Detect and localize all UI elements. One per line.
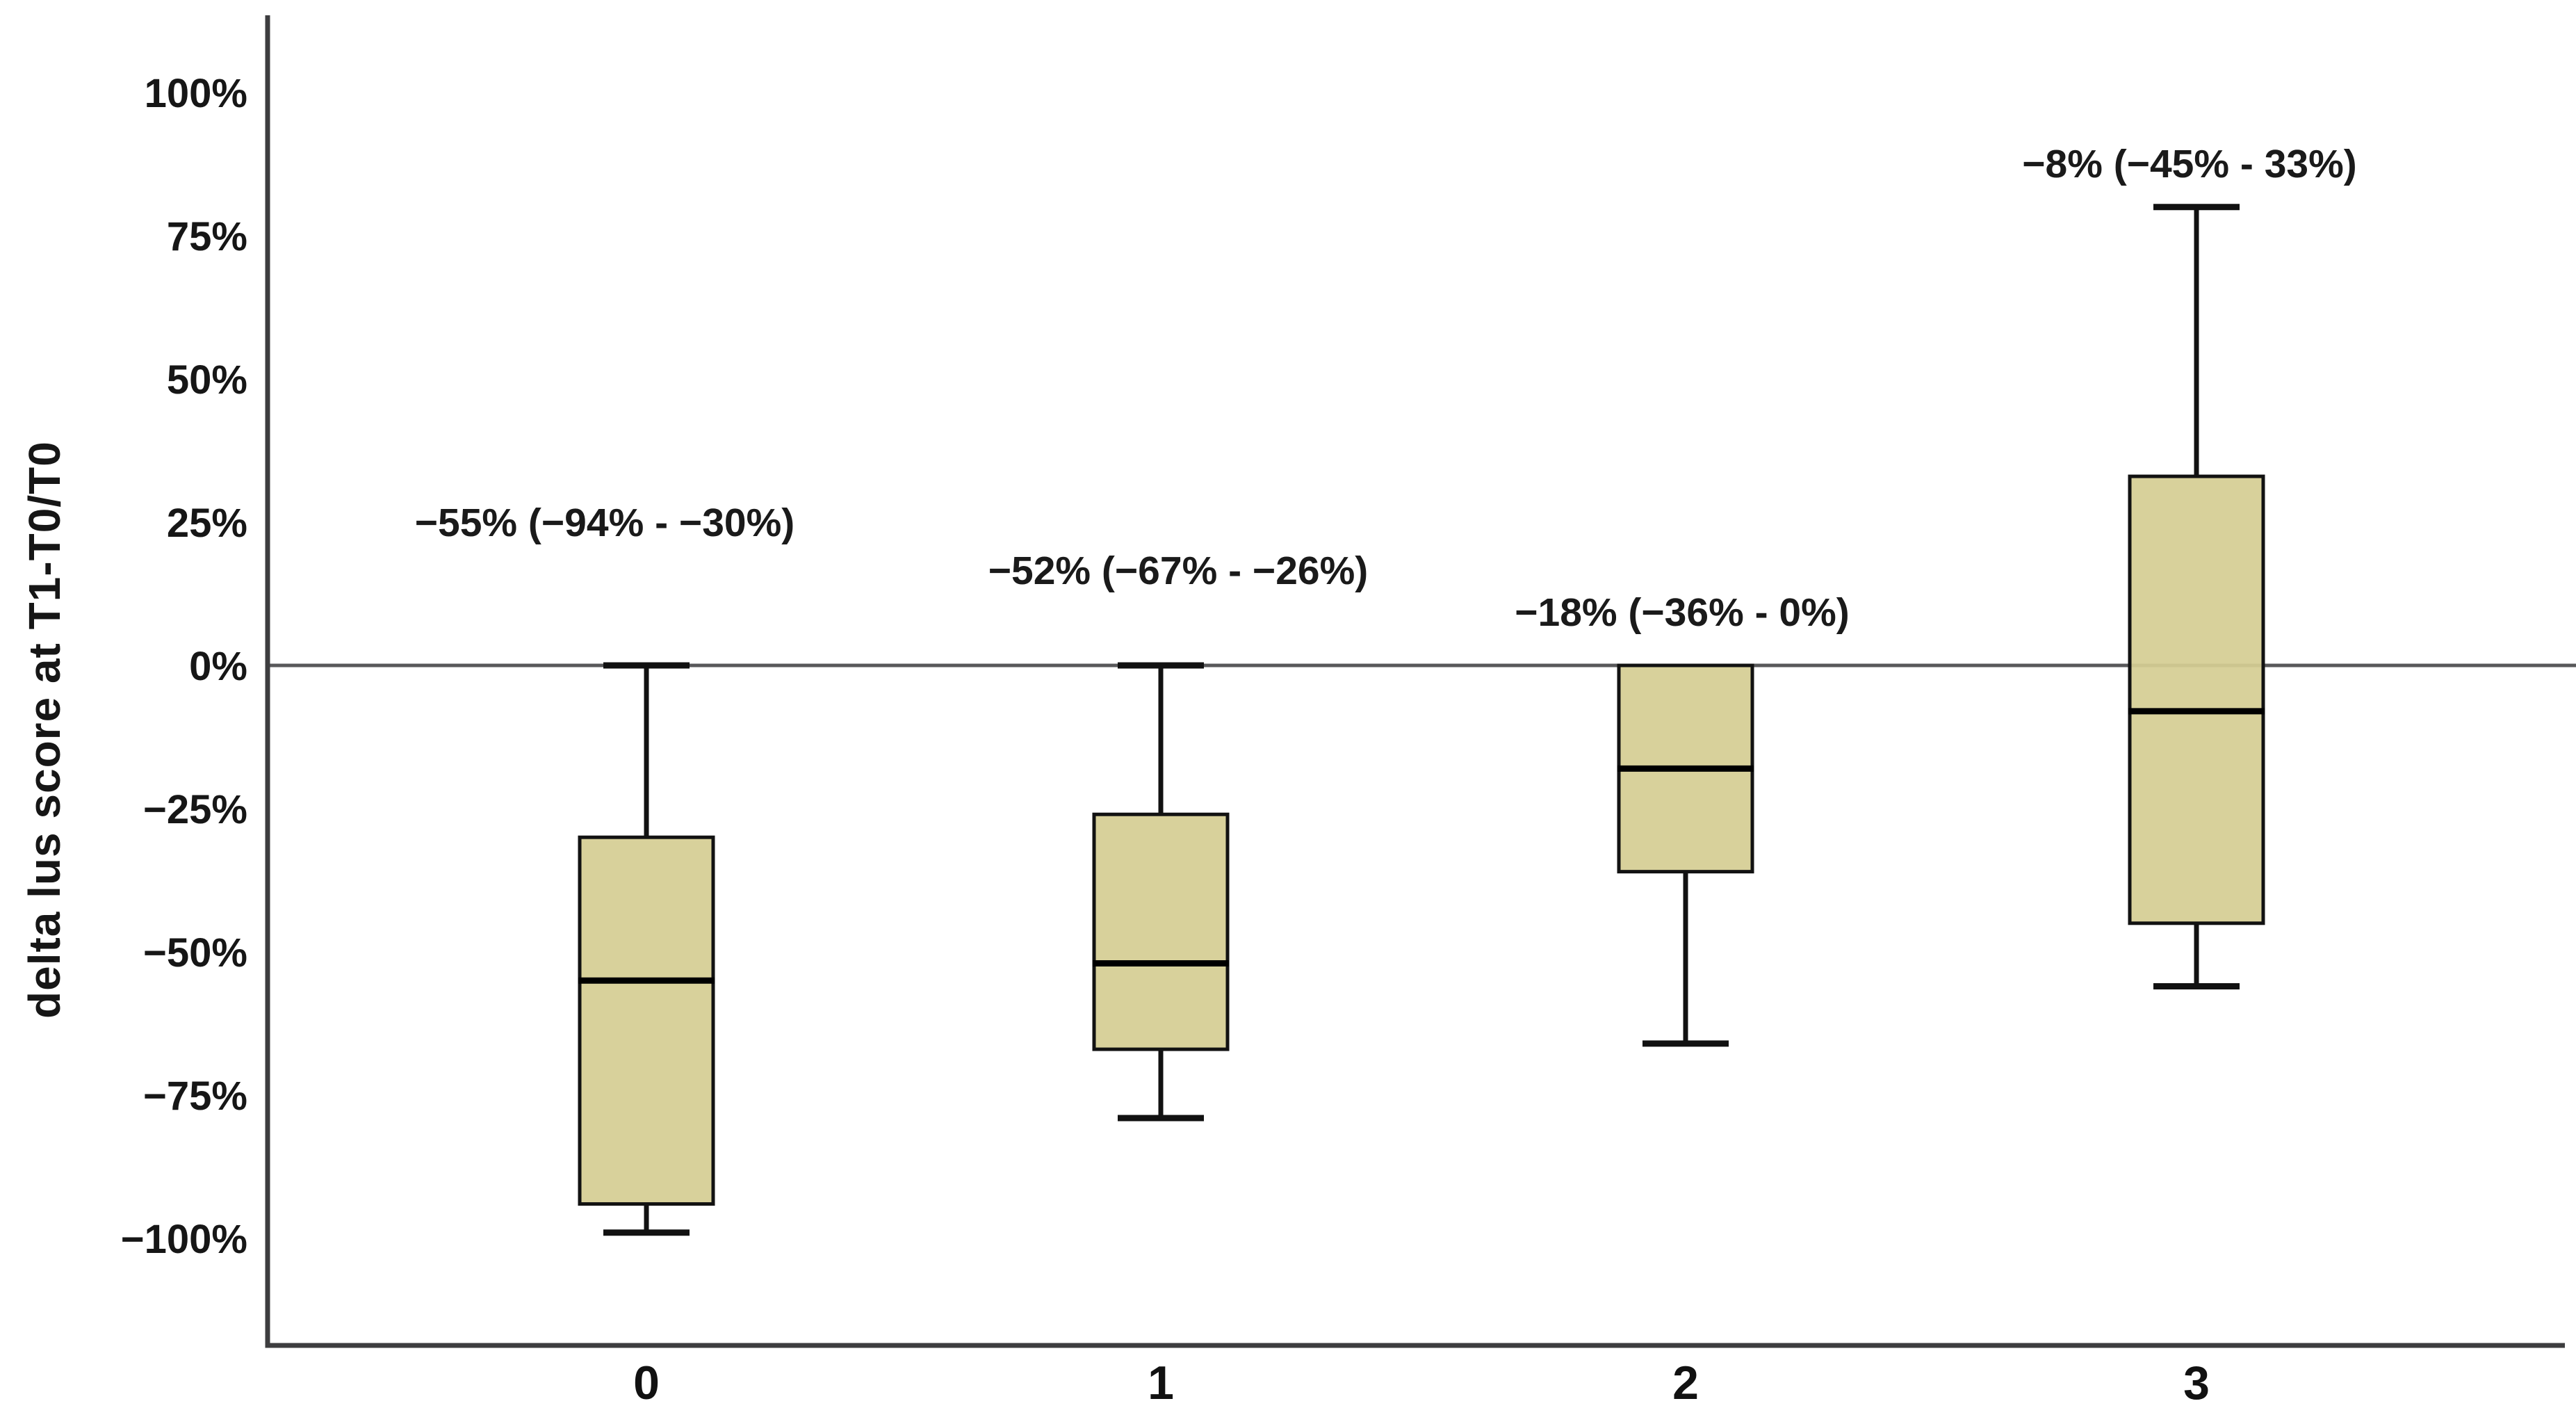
y-tick-label: 25%: [167, 501, 247, 546]
x-category-label: 0: [633, 1357, 660, 1409]
y-tick-label: −100%: [121, 1217, 247, 1262]
box-iqr-rect: [2128, 474, 2265, 925]
y-tick-label: −75%: [143, 1074, 247, 1119]
box-annotation: −8% (−45% - 33%): [2022, 142, 2357, 186]
y-tick-label: 50%: [167, 357, 247, 403]
x-category-label: 1: [1148, 1357, 1174, 1409]
box-annotation: −55% (−94% - −30%): [415, 501, 795, 545]
box-iqr-rect: [1092, 812, 1230, 1051]
x-category-label: 3: [2183, 1357, 2210, 1409]
x-category-label: 2: [1672, 1357, 1699, 1409]
y-tick-label: −50%: [143, 930, 247, 976]
box-annotation: −52% (−67% - −26%): [988, 549, 1369, 593]
box-iqr-rect: [578, 835, 715, 1206]
y-tick-label: 75%: [167, 214, 247, 259]
y-tick-label: 0%: [189, 644, 247, 689]
y-tick-label: 100%: [145, 71, 247, 116]
box-annotation: −18% (−36% - 0%): [1515, 590, 1850, 635]
y-tick-label: −25%: [143, 787, 247, 832]
